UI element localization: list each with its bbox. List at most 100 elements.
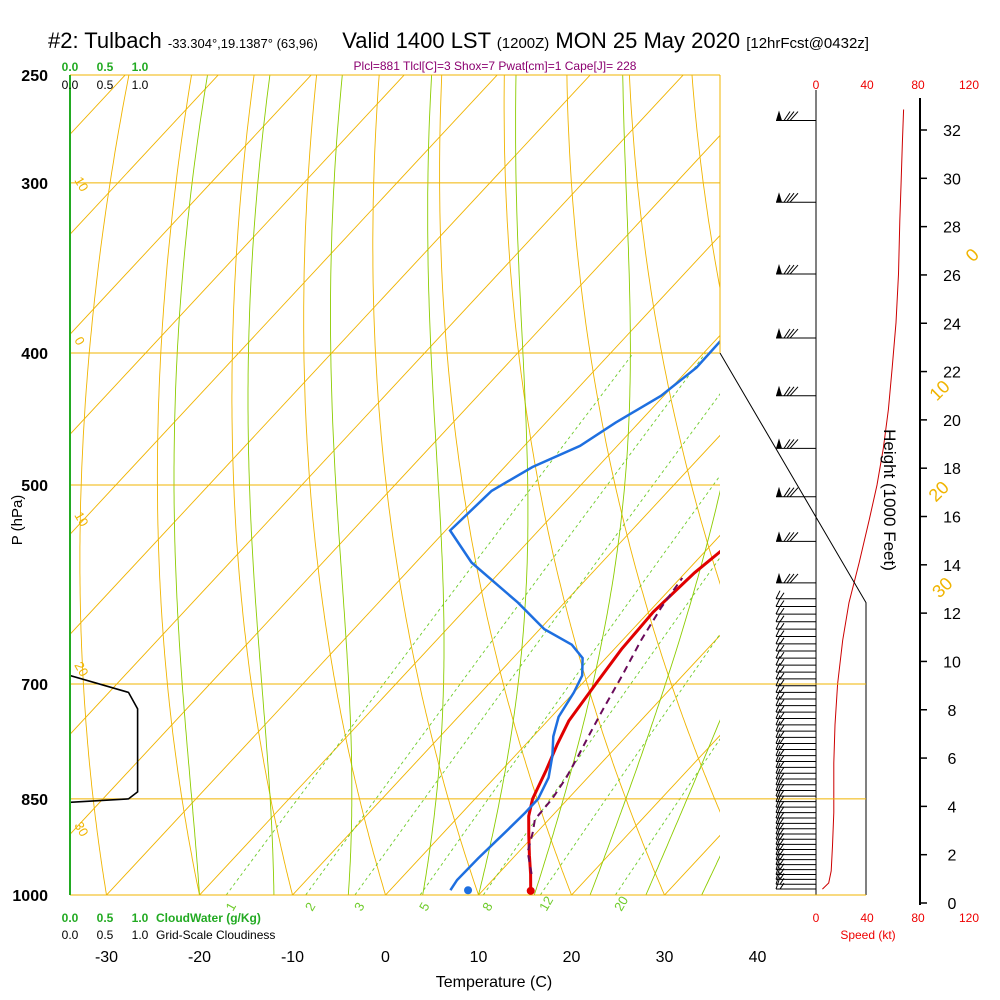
height-tick-label: 24 <box>943 316 961 333</box>
mixing-ratio-label: 20 <box>611 893 631 913</box>
wind-barb-tick <box>779 795 785 802</box>
wind-barb-tick <box>775 857 781 870</box>
wind-barb-tick <box>779 705 785 713</box>
dry-adiabat-line <box>814 51 1000 924</box>
pressure-tick-label: 300 <box>21 176 48 193</box>
cloudwater-scale-tick: 0.5 <box>97 60 114 74</box>
dry-adiabat-label: 20 <box>71 659 91 679</box>
cloudwater-scale-tick: 1.0 <box>132 60 149 74</box>
dry-adiabat-line <box>156 75 200 895</box>
height-tick-label: 4 <box>948 799 957 816</box>
wind-barb-tick <box>775 635 781 645</box>
wind-barb-tick <box>775 590 781 599</box>
moist-adiabat-line <box>247 75 275 895</box>
mixing-ratio-line <box>419 474 720 895</box>
dry-adiabat-line <box>503 75 665 895</box>
wind-barb-tick <box>783 573 791 584</box>
dry-adiabat-line <box>79 75 130 895</box>
wind-panel-outline <box>719 352 867 895</box>
wind-barb-tick <box>775 613 781 622</box>
dry-adiabat-line <box>566 75 720 813</box>
mixing-ratio-label: 12 <box>536 893 556 913</box>
wind-barb-tick <box>779 731 785 738</box>
wind-barb-tick <box>775 796 781 808</box>
wind-barb-tick <box>779 806 785 813</box>
wind-barb-flag <box>776 531 782 542</box>
wind-barb-tick <box>775 757 781 768</box>
wind-barb-tick <box>779 784 785 791</box>
wind-barb-tick <box>775 715 781 726</box>
wind-barb-tick <box>789 192 799 203</box>
wind-barb-tick <box>775 649 781 659</box>
wind-barb-tick <box>779 772 785 780</box>
wind-barb-flag <box>776 328 782 339</box>
height-axis-title: Height (1000 Feet) <box>880 429 899 571</box>
isotherm-line <box>70 75 405 435</box>
wind-barb-tick <box>775 872 781 885</box>
dry-adiabat-label: 10 <box>71 174 91 194</box>
station-coordinates: -33.304°,19.1387° (63,96) <box>167 36 318 51</box>
height-tick-label: 18 <box>943 461 961 478</box>
wind-barb-tick <box>789 532 799 542</box>
wind-barb-tick <box>786 111 795 121</box>
isotherm-label: 0 <box>962 244 983 265</box>
wind-barb-tick <box>775 733 781 744</box>
height-tick-label: 6 <box>948 751 957 768</box>
wind-barb-tick <box>779 882 785 890</box>
wind-barb-tick <box>783 487 791 497</box>
mixing-ratio-line <box>305 352 706 895</box>
temperature-tick-label: 30 <box>656 949 674 966</box>
wind-barb-tick <box>783 328 791 339</box>
surface-dewpoint-marker <box>464 886 473 895</box>
wind-barb-tick <box>779 630 785 637</box>
dry-adiabat-line <box>628 75 720 586</box>
cloudiness-line <box>70 674 139 804</box>
height-tick-label: 22 <box>943 365 961 382</box>
wind-barb-tick <box>786 573 795 584</box>
wind-barb-tick <box>779 832 785 840</box>
wind-barb-tick <box>775 696 781 706</box>
wind-barb-tick <box>775 867 781 880</box>
temperature-tick-label: -10 <box>281 949 304 966</box>
wind-barb-tick <box>775 676 781 686</box>
wind-barb-tick <box>775 721 781 732</box>
isotherm-line <box>384 534 720 895</box>
mixing-ratio-line <box>354 393 720 895</box>
wind-barb-flag <box>776 486 782 497</box>
wind-barb-tick <box>783 386 791 397</box>
wind-barb-tick <box>779 672 785 680</box>
wind-barb-tick <box>779 637 785 645</box>
wind-barb-tick <box>779 858 785 865</box>
wind-barb-flag <box>776 572 782 583</box>
wind-barb-tick <box>779 622 785 630</box>
mixing-ratio-line <box>225 352 634 895</box>
wind-barb-tick <box>779 592 785 600</box>
wind-barb-tick <box>775 852 781 865</box>
wind-barb-tick <box>786 328 795 339</box>
dry-adiabat-label: 0 <box>71 334 88 348</box>
cloudiness-scale-tick: 0.0 <box>62 78 79 92</box>
wind-barb-tick <box>775 785 781 797</box>
wind-barb-tick <box>775 862 781 875</box>
height-tick-label: 12 <box>943 606 961 623</box>
isotherm-label: 20 <box>925 477 953 505</box>
wind-barb-tick <box>775 656 781 666</box>
wind-barb-tick <box>779 743 785 750</box>
wind-barb-tick <box>779 718 785 726</box>
height-tick-label: 20 <box>943 413 961 430</box>
wind-barb-tick <box>779 615 785 622</box>
temperature-tick-label: 0 <box>381 949 390 966</box>
temperature-tick-label: 20 <box>563 949 581 966</box>
sounding-series <box>70 339 720 895</box>
wind-barb-tick <box>779 778 785 786</box>
wind-barb-tick <box>789 111 799 121</box>
cloudiness-scale-tick: 0.5 <box>97 928 114 942</box>
cloudwater-scale-tick: 0.5 <box>97 911 114 925</box>
wind-barb-tick <box>775 812 781 824</box>
surface-temperature-marker <box>526 886 535 895</box>
wind-barb-tick <box>775 822 781 835</box>
wind-barb-tick <box>779 679 785 686</box>
wind-barb-tick <box>789 386 799 397</box>
